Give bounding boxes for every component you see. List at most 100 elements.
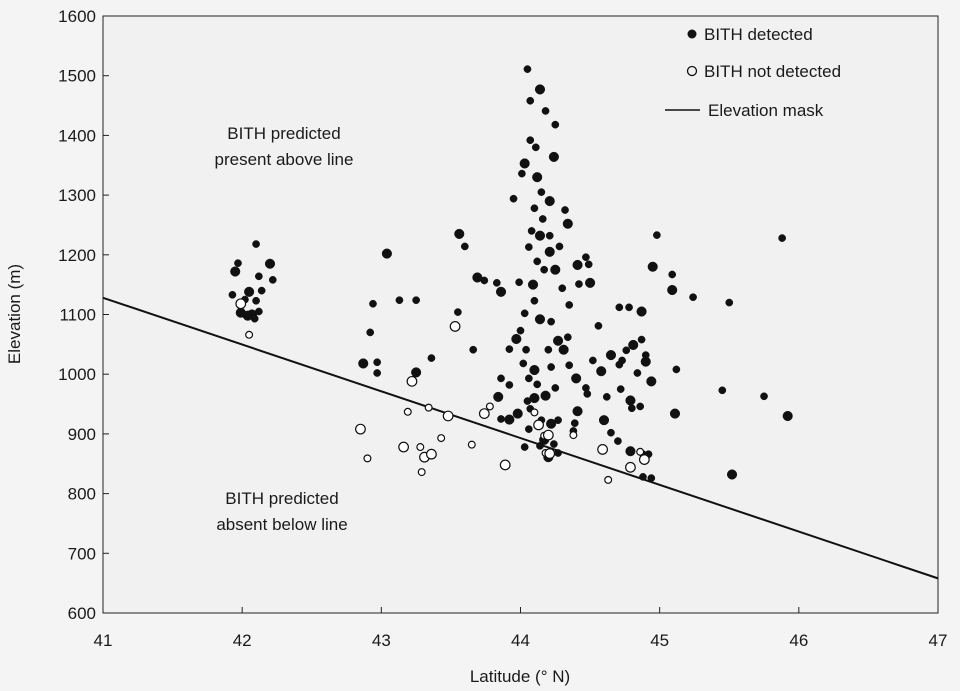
- x-axis-label: Latitude (° N): [470, 667, 570, 686]
- not-detected-point: [597, 444, 609, 455]
- annotation-below-line1: BITH predicted: [225, 489, 338, 508]
- detected-point: [531, 143, 540, 152]
- detected-point: [427, 354, 436, 362]
- detected-point: [625, 303, 633, 312]
- detected-point: [565, 301, 574, 309]
- legend-not-detected-marker: [686, 65, 698, 77]
- detected-point: [622, 346, 631, 355]
- detected-point: [668, 270, 677, 279]
- not-detected-point: [467, 440, 476, 449]
- detected-point: [605, 350, 617, 361]
- detected-point: [718, 386, 727, 395]
- legend-detected-marker: [687, 29, 697, 39]
- detected-point: [615, 360, 624, 369]
- detected-point: [534, 314, 546, 325]
- detected-point: [497, 415, 505, 423]
- detected-point: [381, 248, 392, 259]
- detected-point: [725, 298, 734, 307]
- detected-point: [669, 408, 681, 419]
- detected-point: [511, 333, 522, 345]
- detected-point: [525, 243, 533, 251]
- detected-point: [530, 296, 539, 305]
- not-detected-point: [426, 448, 437, 460]
- x-tick-label: 46: [789, 631, 808, 650]
- detected-point: [525, 374, 533, 383]
- detected-point: [544, 246, 555, 257]
- detected-point: [551, 120, 560, 129]
- detected-point: [633, 369, 642, 377]
- detected-point: [545, 231, 554, 240]
- detected-point: [547, 317, 555, 326]
- detected-point: [627, 404, 636, 413]
- detected-point: [653, 231, 661, 239]
- detected-point: [646, 376, 657, 387]
- not-detected-point: [449, 321, 461, 332]
- y-tick-label: 800: [68, 485, 96, 504]
- detected-point: [532, 172, 543, 183]
- detected-point: [614, 437, 622, 445]
- detected-point: [628, 339, 639, 350]
- detected-point: [530, 204, 539, 213]
- detected-point: [460, 242, 469, 251]
- detected-point: [563, 333, 572, 342]
- detected-point: [667, 284, 678, 296]
- detected-point: [526, 96, 535, 105]
- legend: BITH detected BITH not detected Elevatio…: [665, 25, 841, 120]
- y-tick-label: 700: [68, 544, 96, 563]
- detected-point: [537, 188, 546, 196]
- legend-not-detected-label: BITH not detected: [704, 62, 841, 81]
- not-detected-point: [442, 410, 454, 422]
- detected-point: [782, 410, 793, 422]
- detected-point: [454, 308, 462, 316]
- y-tick-label: 600: [68, 604, 96, 623]
- detected-point: [554, 449, 562, 457]
- detected-point: [558, 284, 567, 293]
- x-tick-label: 43: [372, 631, 391, 650]
- not-detected-point: [403, 407, 412, 416]
- detected-point: [480, 276, 489, 285]
- detected-point: [625, 395, 636, 406]
- y-tick-label: 900: [68, 425, 96, 444]
- detected-point: [373, 358, 382, 367]
- detected-point: [492, 279, 501, 287]
- not-detected-point: [416, 443, 425, 452]
- detected-point: [228, 290, 237, 299]
- detected-point: [607, 428, 615, 437]
- not-detected-point: [437, 434, 446, 443]
- detected-point: [636, 402, 645, 411]
- not-detected-point: [542, 429, 554, 441]
- detected-point: [583, 390, 592, 398]
- x-tick-label: 47: [929, 631, 948, 650]
- not-detected-point: [485, 402, 494, 411]
- y-tick-label: 1000: [58, 365, 96, 384]
- detected-point: [520, 309, 529, 318]
- detected-point: [550, 264, 561, 275]
- detected-point: [561, 206, 569, 214]
- not-detected-point: [533, 419, 544, 431]
- y-tick-label: 1200: [58, 246, 96, 265]
- not-detected-point: [636, 447, 645, 456]
- not-detected-point: [235, 298, 247, 310]
- detected-point: [551, 384, 560, 392]
- not-detected-point: [406, 375, 418, 387]
- detected-point: [544, 196, 555, 207]
- detected-point: [505, 381, 514, 389]
- annotation-below-line2: absent below line: [216, 515, 347, 534]
- detected-point: [493, 391, 504, 402]
- y-tick-label: 1400: [58, 126, 96, 145]
- detected-point: [516, 326, 525, 335]
- detected-point: [572, 259, 583, 270]
- annotation-above-line1: BITH predicted: [227, 124, 340, 143]
- detected-point: [469, 345, 478, 354]
- not-detected-point: [569, 431, 578, 440]
- not-detected-point: [544, 448, 556, 460]
- detected-point: [395, 296, 404, 305]
- detected-point: [509, 194, 518, 203]
- detected-point: [636, 306, 647, 317]
- detected-point: [534, 84, 546, 95]
- detected-point: [554, 416, 562, 425]
- y-tick-label: 1300: [58, 186, 96, 205]
- detected-point: [527, 227, 536, 235]
- detected-point: [596, 366, 607, 377]
